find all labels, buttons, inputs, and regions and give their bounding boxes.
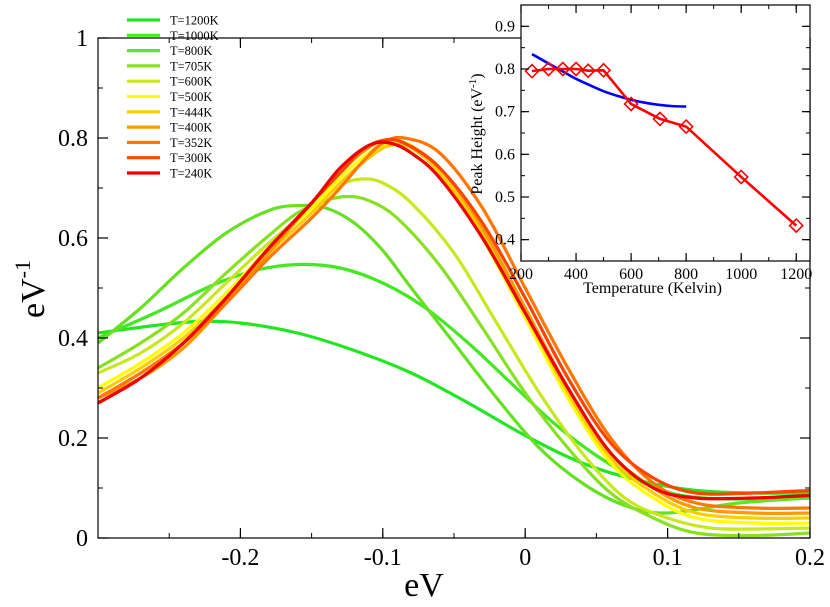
inset-data-line [531,67,798,227]
series-line [98,319,810,495]
y-axis-label: eV-1 [10,260,52,318]
inset-y-tick-label: 0.9 [495,18,515,35]
series-line [98,140,810,501]
legend-label: T=1200K [170,14,219,28]
x-axis-label: eV [404,567,444,602]
legend-label: T=705K [170,59,212,73]
series-line [98,262,810,501]
legend-label: T=400K [170,121,212,135]
x-tick-label: 0.2 [795,545,825,571]
x-tick-label: 0 [519,545,531,571]
inset-y-tick-label: 0.6 [495,146,515,163]
inset-data-marker [580,63,596,79]
inset-x-tick-label: 400 [564,266,588,283]
y-tick-label: 0.4 [58,326,88,352]
inset-data-marker [678,118,694,135]
inset-y-axis-label: Peak Height (eV-1) [467,73,486,194]
x-tick-label: -0.2 [221,545,259,571]
inset-data-marker [595,62,612,78]
inset-y-tick-label: 0.4 [495,232,515,249]
y-tick-label: 1 [76,26,88,52]
inset-x-tick-label: 1000 [725,266,757,283]
legend-label: T=1000K [170,29,219,43]
x-tick-label: -0.1 [364,545,402,571]
y-tick-label: 0 [76,526,88,552]
inset-y-axis-label-base: Peak Height (eV [469,87,486,194]
y-axis-label-superscript: -1 [10,260,35,278]
x-tick-label: 0.1 [653,545,683,571]
inset-x-tick-label: 1200 [780,266,812,283]
legend-label: T=352K [170,136,212,150]
legend-label: T=600K [170,75,212,89]
inset-data-marker [568,61,584,77]
inset-frame [520,4,811,262]
legend-label: T=500K [170,90,212,104]
inset-data-marker [540,61,557,77]
inset-x-tick-label: 600 [619,266,643,283]
series-line [98,135,810,510]
inset-x-tick-label: 200 [509,266,533,283]
inset-x-tick-label: 800 [674,266,698,283]
y-tick-label: 0.6 [58,226,88,252]
inset-y-axis-label-suffix: ) [469,73,486,78]
inset-y-tick-label: 0.5 [495,189,515,206]
legend-label: T=240K [170,167,212,181]
inset-data-marker [652,111,668,127]
inset-y-tick-label: 0.8 [495,61,515,78]
inset-data-marker [733,169,749,185]
inset-y-axis-label-superscript: -1 [467,79,479,88]
y-tick-label: 0.8 [58,126,88,152]
inset-y-tick-label: 0.7 [495,104,515,121]
legend-label: T=300K [170,151,212,165]
series-line [98,194,810,538]
inset-x-axis-label: Temperature (Kelvin) [583,280,722,297]
legend-label: T=800K [170,44,212,58]
inset-data-marker [623,96,639,112]
series-line [98,177,810,531]
inset-plot: 200 400 600 800 1000 1200 0.4 0.5 0.6 0.7 0.8 0.9 Te… [467,4,812,297]
legend: T=1200KT=1000KT=800KT=705KT=600KT=500KT=… [127,14,219,181]
y-tick-label: 0.2 [58,426,88,452]
y-axis-label-base: eV [15,278,52,318]
legend-label: T=444K [170,105,212,119]
inset-fit-line [531,52,687,108]
inset-data-marker [788,217,804,234]
inset-data-marker [555,61,571,77]
